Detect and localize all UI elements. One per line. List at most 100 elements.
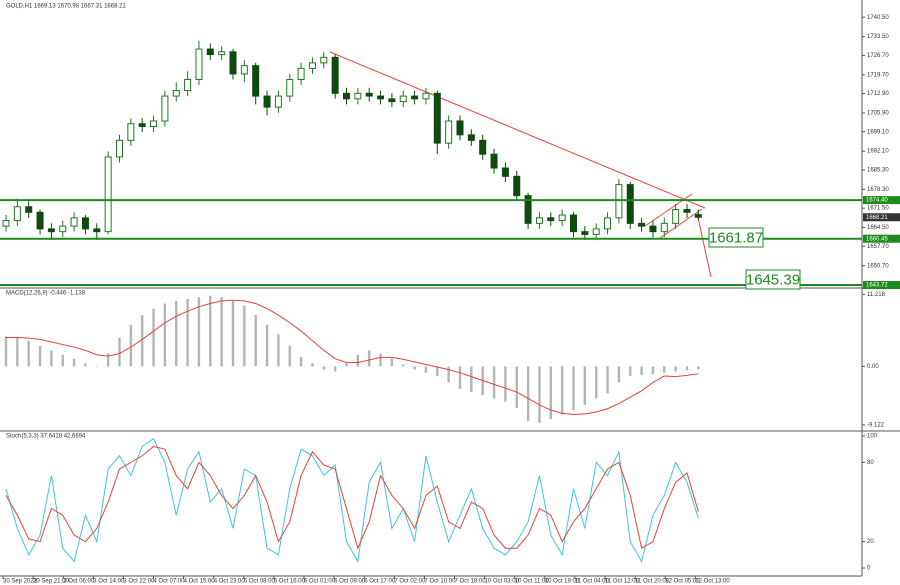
candle-body [456, 120, 464, 136]
x-tick-label: 11 Oct 12:00 [605, 579, 640, 585]
macd-bar [356, 354, 360, 367]
macd-bar [265, 324, 269, 367]
macd-bar [504, 366, 507, 402]
macd-bar [27, 340, 30, 367]
macd-bar [606, 366, 609, 394]
candle-body [513, 175, 521, 197]
candle-body [116, 139, 123, 158]
y-tick-label: 0.00 [867, 364, 879, 370]
macd-bar [288, 345, 291, 367]
macd-bar [674, 366, 677, 372]
macd-bar [322, 366, 325, 370]
macd-bar [617, 366, 621, 383]
candle-body [47, 228, 55, 233]
macd-bar [50, 350, 53, 367]
annotation: 1661.87 [709, 229, 763, 246]
candle-body [672, 209, 680, 224]
macd-bar [640, 366, 643, 375]
candle-body [263, 95, 271, 108]
y-tick-label: 1678.30 [867, 187, 889, 193]
indicator-line [5, 437, 699, 563]
macd-bar [16, 337, 19, 367]
candle-body [218, 51, 226, 56]
candle-body [660, 222, 668, 233]
macd-bar [697, 366, 700, 370]
macd-bar [152, 308, 155, 367]
macd-bar [299, 356, 303, 367]
x-tick-label: 11 Oct 20:00 [635, 579, 670, 585]
x-tick-label: 30 Sep 2022 [3, 579, 38, 585]
chart-title: GOLD,H1 1669.13 1670.98 1667.31 1668.21 [6, 4, 126, 10]
candle-body [399, 95, 407, 103]
candle-body [150, 120, 158, 128]
x-tick-label: 12 Oct 05:00 [665, 579, 700, 585]
candle-body [206, 48, 214, 56]
candle-body [13, 206, 21, 222]
candle-body [331, 56, 339, 94]
candle-body [388, 98, 396, 103]
macd-bar [492, 366, 496, 399]
candle-body [604, 217, 612, 230]
y-tick-label: 1726.70 [867, 53, 889, 59]
macd-bar [197, 297, 201, 367]
macd-bar [685, 366, 689, 371]
macd-bar [106, 353, 110, 367]
candle-body [501, 167, 509, 177]
y-tick-label: 80 [867, 460, 874, 466]
candle-body [93, 228, 101, 233]
candle-body [581, 231, 589, 235]
annotation-box [708, 227, 764, 248]
x-tick-label: 3 Oct 06:00 [63, 579, 95, 585]
y-tick-label: 1719.70 [867, 72, 889, 78]
x-tick-label: 5 Oct 16:00 [274, 579, 306, 585]
macd-bar [38, 345, 42, 367]
candle-body [445, 120, 453, 144]
candle-body [240, 65, 248, 75]
macd-bar [186, 298, 189, 367]
stoch-title: Stoch(5,3,3) 37.6418 42.6694 [6, 434, 86, 440]
x-tick-label: 6 Oct 09:00 [334, 579, 366, 585]
macd-bar [175, 300, 178, 367]
x-tick-label: 6 Oct 17:00 [364, 579, 396, 585]
y-tick-label: 1733.50 [867, 34, 889, 40]
candle-body [524, 195, 532, 224]
channel-line [659, 208, 703, 239]
x-tick-label: 10 Oct 19:00 [545, 579, 580, 585]
y-tick-label: -9.122 [867, 423, 885, 429]
macd-bar [583, 366, 587, 405]
level-tag [863, 196, 900, 205]
x-tick-label: 11 Oct 04:00 [575, 579, 610, 585]
macd-bar [118, 337, 121, 367]
macd-bar [368, 350, 371, 367]
candle-body [297, 67, 305, 80]
candle-body [252, 65, 260, 97]
x-tick-label: 6 Oct 01:00 [304, 579, 336, 585]
candle-body [320, 56, 328, 64]
candle-body [195, 48, 203, 80]
macd-bar [209, 295, 212, 367]
candle-body [433, 92, 441, 144]
macd-bar [61, 354, 64, 367]
candle-body [308, 62, 316, 69]
macd-bar [413, 366, 416, 370]
candle-body [535, 217, 543, 224]
price-tag [863, 213, 900, 222]
candle-body [104, 156, 112, 233]
candle-body [70, 217, 78, 227]
level-label: 1660.45 [866, 236, 888, 242]
x-tick-label: 10 Oct 11:00 [515, 579, 550, 585]
y-tick-label: 1657.70 [867, 244, 889, 250]
level-tag [863, 234, 900, 243]
current-price: 1668.21 [866, 215, 888, 221]
candle-body [558, 214, 566, 222]
candle-body [570, 214, 577, 233]
candle-body [81, 217, 89, 230]
x-tick-label: 10 Oct 03:00 [485, 579, 520, 585]
macd-bar [4, 336, 8, 367]
candle-body [172, 90, 180, 97]
candle-body [467, 134, 475, 141]
candle-body [59, 225, 67, 233]
x-tick-label: 3 Oct 14:00 [93, 579, 125, 585]
